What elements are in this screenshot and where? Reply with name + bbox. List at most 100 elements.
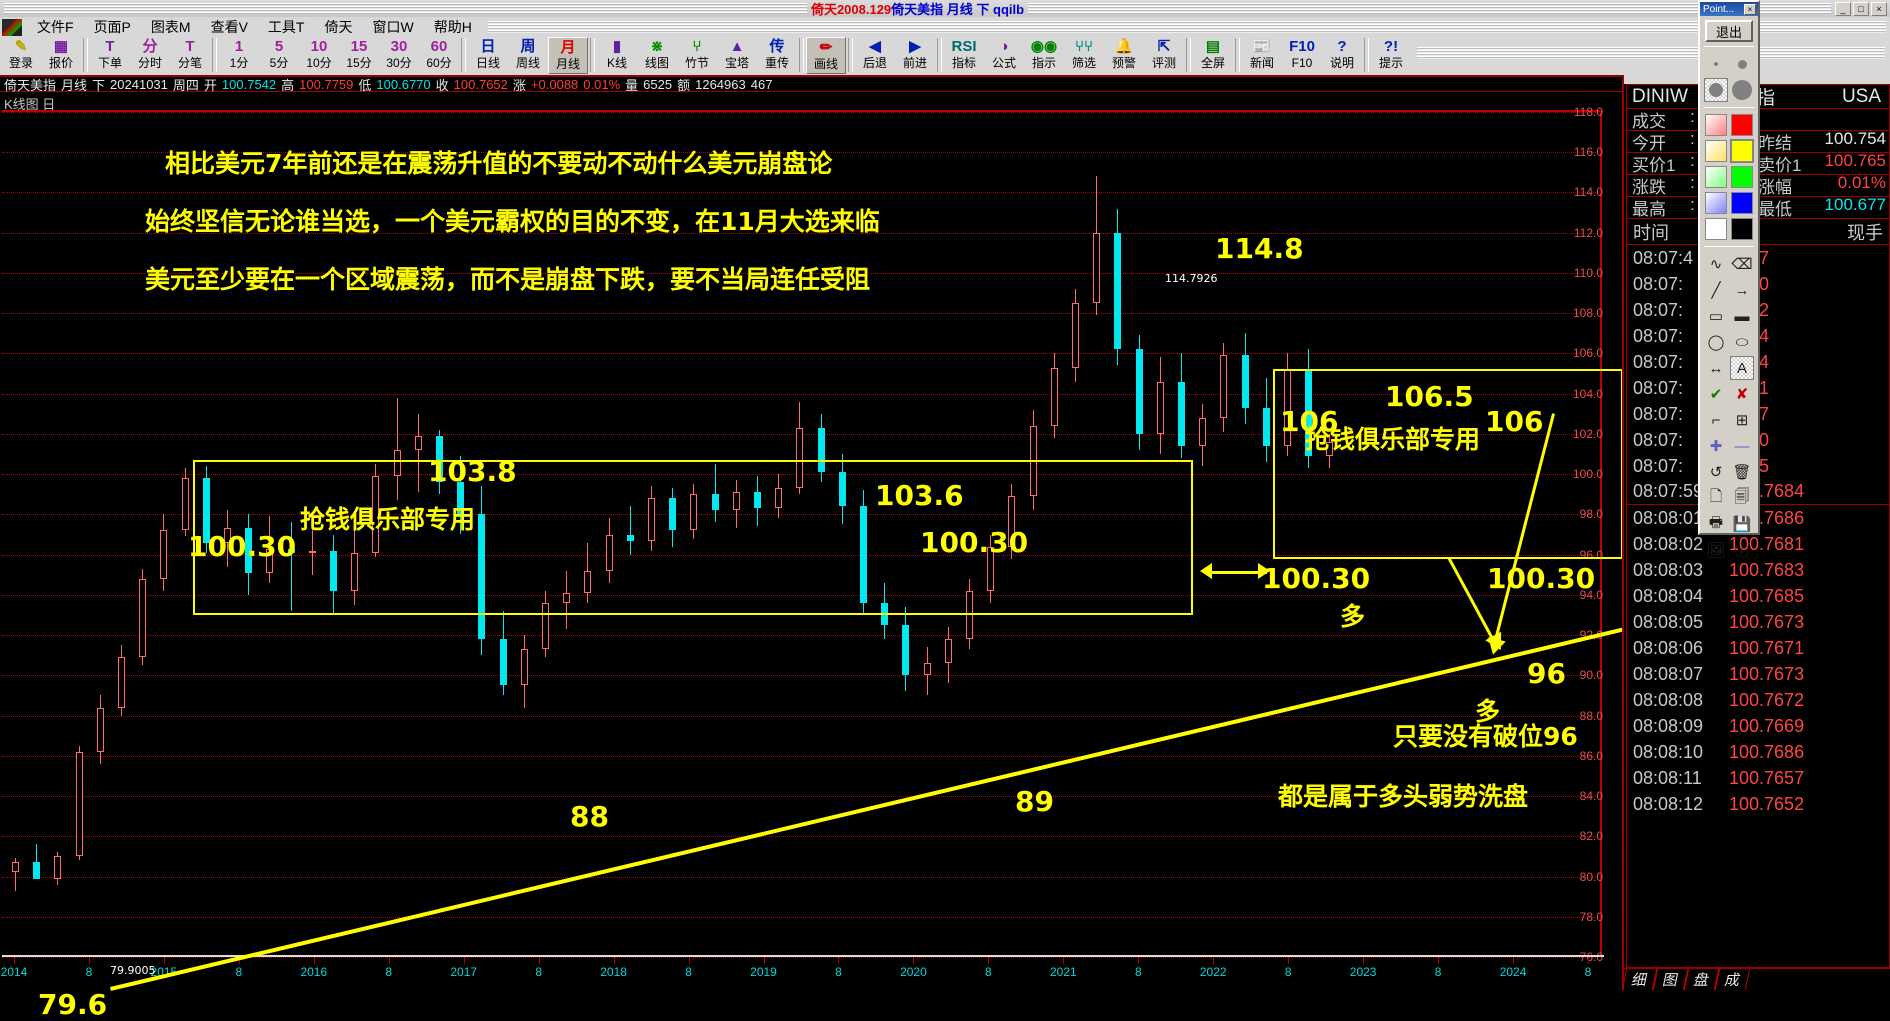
color-swatch-ffffff[interactable] xyxy=(1704,217,1728,241)
quote-tab-成[interactable]: 成 xyxy=(1714,969,1751,990)
tool-measure[interactable]: ↔ xyxy=(1704,356,1728,380)
toolbar-button-hint[interactable]: ◉◉ 指示 xyxy=(1024,37,1064,74)
toolbar-button-bamboo[interactable]: ⑂ 竹节 xyxy=(677,37,717,74)
tool-copy[interactable]: 🗐 xyxy=(1730,486,1754,510)
chart-area[interactable]: K线图 日 118.0 116.0 114.0 112.0 110.0 108.0 106.… xyxy=(0,92,1626,1021)
stroke-width-dot-small[interactable] xyxy=(1730,52,1754,76)
toolbar-button-min60[interactable]: 60 60分 xyxy=(419,37,459,74)
quote-panel-tabs[interactable]: 细图盘成 xyxy=(1621,968,1890,990)
tool-filled-rectangle[interactable]: ▬ xyxy=(1730,304,1754,328)
toolbar-button-lineplot[interactable]: ⋇ 线图 xyxy=(637,37,677,74)
color-swatch-8080ff[interactable] xyxy=(1704,191,1728,215)
toolbar-button-alert[interactable]: 🔔 预警 xyxy=(1104,37,1144,74)
tick-row[interactable]: 08:08:05 100.7673 xyxy=(1627,609,1889,635)
tool-text[interactable]: A xyxy=(1730,356,1754,380)
tool-zoom-out[interactable]: — xyxy=(1730,434,1754,458)
palette-close-icon[interactable]: × xyxy=(1744,3,1756,15)
tick-row[interactable]: 08:08:03 100.7683 xyxy=(1627,557,1889,583)
toolbar-button-news[interactable]: 📰 新闻 xyxy=(1242,37,1282,74)
menu-item-yitian[interactable]: 倚天 xyxy=(324,19,353,35)
toolbar-button-retrans[interactable]: 传重传 xyxy=(757,37,797,74)
menu-item-page[interactable]: 页面P xyxy=(93,19,131,35)
tool-print[interactable]: 🖶 xyxy=(1704,512,1728,536)
drawing-palette[interactable]: Point... × 退出 ∿ ⌫ ╱ → ▭ ▬ ◯ ⬭ ↔ A ✔ ✘ ⌐ ⊞ ✚ — ↺ 🗑 🗋 🗐 🖶 💾 🖼 ⓘ xyxy=(1698,0,1760,560)
tick-row[interactable]: 08:08:09 100.7669 xyxy=(1627,713,1889,739)
stroke-width-dot-tiny[interactable] xyxy=(1704,52,1728,76)
color-swatch-000000[interactable] xyxy=(1730,217,1754,241)
toolbar-button-min1[interactable]: 1 1分 xyxy=(219,37,259,74)
toolbar-button-forward[interactable]: ▶ 前进 xyxy=(895,37,935,74)
tool-zoom-in[interactable]: ✚ xyxy=(1704,434,1728,458)
toolbar-button-formula[interactable]: ◑ 公式 xyxy=(984,37,1024,74)
toolbar-button-fullscreen[interactable]: ▤ 全屏 xyxy=(1193,37,1233,74)
tool-new[interactable]: 🗋 xyxy=(1704,486,1728,510)
toolbar-button-back[interactable]: ◀ 后退 xyxy=(855,37,895,74)
palette-title-bar[interactable]: Point... × xyxy=(1700,2,1758,16)
toolbar-button-draw[interactable]: ✏ 画线 xyxy=(806,37,846,74)
tool-zoom[interactable]: ⊞ xyxy=(1730,408,1754,432)
toolbar-button-month[interactable]: 月月线 xyxy=(548,37,588,74)
tick-row[interactable]: 08:08:07 100.7673 xyxy=(1627,661,1889,687)
menu-item-chart[interactable]: 图表M xyxy=(150,19,191,35)
tool-line[interactable]: ╱ xyxy=(1704,278,1728,302)
tool-image[interactable]: 🖼 xyxy=(1704,538,1728,562)
stroke-width-dot-medium[interactable] xyxy=(1704,78,1728,102)
color-swatch-0000ff[interactable] xyxy=(1730,191,1754,215)
tool-freehand[interactable]: ∿ xyxy=(1704,252,1728,276)
tick-row[interactable]: 08:08:02 100.7681 xyxy=(1627,531,1889,557)
tick-row[interactable]: 08:08:11 100.7657 xyxy=(1627,765,1889,791)
close-button[interactable]: × xyxy=(1871,1,1887,16)
toolbar-button-login[interactable]: ✎ 登录 xyxy=(1,37,41,74)
tool-undo[interactable]: ↺ xyxy=(1704,460,1728,484)
tick-row[interactable]: 08:08:08 100.7672 xyxy=(1627,687,1889,713)
stroke-width-dot-large[interactable] xyxy=(1730,78,1754,102)
color-swatch-ff8080[interactable] xyxy=(1704,113,1728,137)
color-swatch-00ff00[interactable] xyxy=(1730,165,1754,189)
toolbar-button-timeshare[interactable]: 分分时 xyxy=(130,37,170,74)
menu-item-file[interactable]: 文件F xyxy=(37,19,74,35)
color-swatch-ffff00[interactable] xyxy=(1730,139,1754,163)
toolbar-button-candle[interactable]: ▮ K线 xyxy=(597,37,637,74)
toolbar-button-quote[interactable]: ▦ 报价 xyxy=(41,37,81,74)
palette-tools[interactable]: ∿ ⌫ ╱ → ▭ ▬ ◯ ⬭ ↔ A ✔ ✘ ⌐ ⊞ ✚ — ↺ 🗑 🗋 🗐 🖶 💾 🖼 ⓘ xyxy=(1700,250,1758,564)
color-swatch-ff0000[interactable] xyxy=(1730,113,1754,137)
tick-row[interactable]: 08:08:10 100.7686 xyxy=(1627,739,1889,765)
toolbar-button-pagoda[interactable]: ▲ 宝塔 xyxy=(717,37,757,74)
tool-info[interactable]: ⓘ xyxy=(1730,538,1754,562)
tool-arrow[interactable]: → xyxy=(1730,278,1754,302)
tick-row[interactable]: 08:08:12 100.7652 xyxy=(1627,791,1889,817)
toolbar-button-min5[interactable]: 5 5分 xyxy=(259,37,299,74)
palette-stroke-widths[interactable] xyxy=(1700,50,1758,104)
toolbar-button-tips[interactable]: ?! 提示 xyxy=(1371,37,1411,74)
toolbar-button-ticks[interactable]: T 分笔 xyxy=(170,37,210,74)
toolbar-button-min15[interactable]: 15 15分 xyxy=(339,37,379,74)
toolbar-button-day[interactable]: 日日线 xyxy=(468,37,508,74)
maximize-button[interactable]: □ xyxy=(1853,1,1869,16)
menu-item-view[interactable]: 查看V xyxy=(210,19,248,35)
toolbar-button-indicator[interactable]: RSI 指标 xyxy=(944,37,984,74)
palette-exit-button[interactable]: 退出 xyxy=(1705,20,1753,42)
tick-row[interactable]: 08:08:06 100.7671 xyxy=(1627,635,1889,661)
palette-colors[interactable] xyxy=(1700,111,1758,243)
tool-cancel[interactable]: ✘ xyxy=(1730,382,1754,406)
tool-confirm[interactable]: ✔ xyxy=(1704,382,1728,406)
quote-tab-盘[interactable]: 盘 xyxy=(1683,969,1720,990)
tool-delete[interactable]: 🗑 xyxy=(1730,460,1754,484)
toolbar-button-help[interactable]: ? 说明 xyxy=(1322,37,1362,74)
menu-item-tools[interactable]: 工具T xyxy=(267,19,305,35)
toolbar-button-min30[interactable]: 30 30分 xyxy=(379,37,419,74)
tool-filled-ellipse[interactable]: ⬭ xyxy=(1730,330,1754,354)
color-swatch-ffe060[interactable] xyxy=(1704,139,1728,163)
toolbar-button-review[interactable]: ⇱ 评测 xyxy=(1144,37,1184,74)
toolbar-button-f10[interactable]: F10 F10 xyxy=(1282,37,1322,74)
tool-ellipse[interactable]: ◯ xyxy=(1704,330,1728,354)
tick-row[interactable]: 08:08:04 100.7685 xyxy=(1627,583,1889,609)
quote-tab-细[interactable]: 细 xyxy=(1621,969,1658,990)
color-swatch-80ff80[interactable] xyxy=(1704,165,1728,189)
tool-save[interactable]: 💾 xyxy=(1730,512,1754,536)
minimize-button[interactable]: _ xyxy=(1835,1,1851,16)
quote-tab-图[interactable]: 图 xyxy=(1652,969,1689,990)
toolbar-button-filter[interactable]: ⑂⑂ 筛选 xyxy=(1064,37,1104,74)
toolbar-button-week[interactable]: 周周线 xyxy=(508,37,548,74)
tool-eraser[interactable]: ⌫ xyxy=(1730,252,1754,276)
